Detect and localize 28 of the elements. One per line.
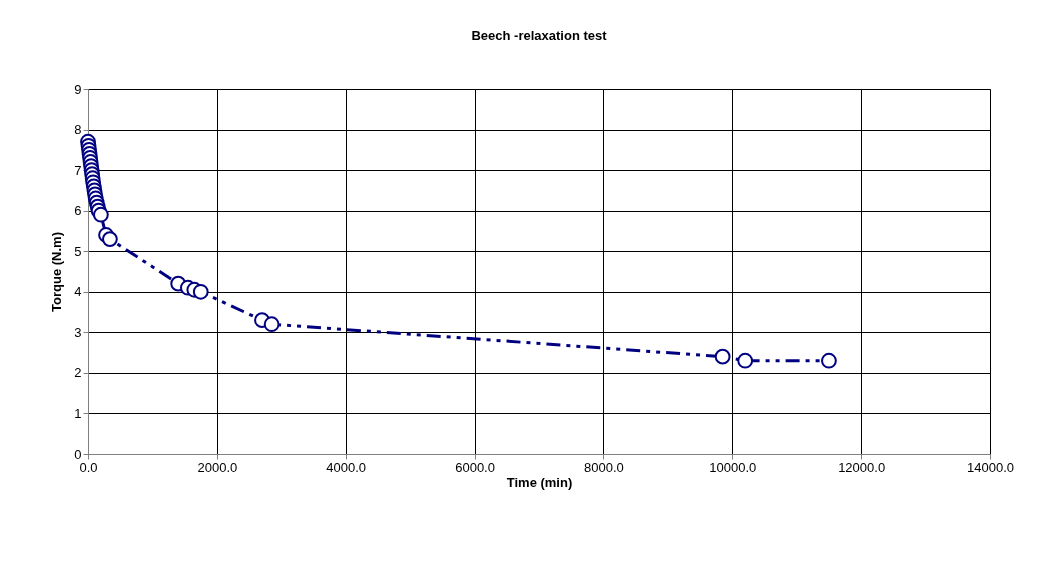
chart-title: Beech -relaxation test	[471, 28, 608, 43]
point	[192, 283, 209, 300]
x-axis-title: Time (min)	[506, 474, 573, 490]
point	[821, 352, 837, 369]
y-tick-label: 5	[74, 243, 82, 259]
y-tick-label: 2	[74, 365, 82, 381]
point	[102, 231, 118, 247]
y-tick-label: 6	[74, 203, 82, 219]
x-tick-label: 2000.0	[197, 459, 238, 475]
y-tick-label: 9	[74, 81, 82, 97]
x-tick-label: 10000.0	[709, 459, 757, 475]
y-tick-label: 4	[74, 284, 82, 300]
y-tick-label: 0	[74, 446, 82, 462]
x-tick-label: 4000.0	[326, 459, 367, 475]
y-tick-label: 3	[74, 324, 82, 340]
point	[737, 352, 754, 369]
y-axis-title: Torque (N.m)	[49, 232, 65, 312]
x-tick-label: 0.0	[79, 459, 98, 475]
y-tick-label: 8	[74, 122, 82, 138]
x-tick-label: 14000.0	[967, 459, 1014, 475]
x-tick-label: 12000.0	[838, 459, 886, 475]
y-tick-label: 7	[74, 162, 82, 178]
x-tick-label: 6000.0	[455, 459, 495, 475]
point	[263, 316, 280, 333]
x-tick-label: 8000.0	[584, 459, 624, 475]
point	[92, 206, 109, 223]
point	[714, 348, 731, 365]
y-tick-label: 1	[74, 405, 82, 421]
